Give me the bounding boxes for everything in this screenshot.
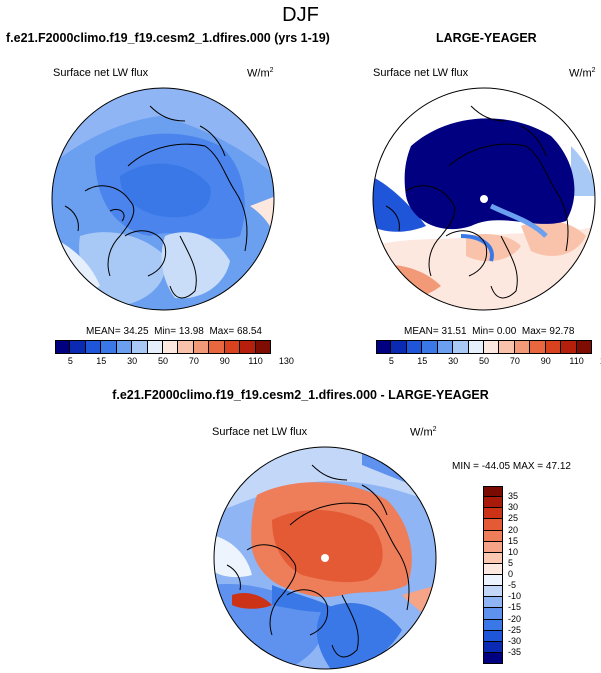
- panel-2-stats: MEAN= 31.51 Min= 0.00 Max= 92.78: [404, 326, 575, 337]
- colorbar-tick-label: 30: [127, 356, 138, 366]
- colorbar-tick-label: -25: [508, 624, 522, 635]
- colorbar-swatch: [193, 340, 210, 354]
- panel-3-map: [213, 446, 437, 670]
- colorbar-swatch: [483, 530, 503, 542]
- colorbar-tick-label: 5: [67, 356, 73, 366]
- colorbar-tick-label: 5: [388, 356, 394, 366]
- colorbar-swatch: [499, 340, 515, 354]
- colorbar-tick-label: 130: [592, 356, 601, 366]
- colorbar-tick-label: 15: [96, 356, 107, 366]
- panel-1-stats: MEAN= 34.25 Min= 13.98 Max= 68.54: [86, 326, 262, 337]
- colorbar-swatch: [483, 486, 503, 498]
- colorbar-tick-label: 30: [448, 356, 459, 366]
- colorbar-tick-label: 70: [509, 356, 520, 366]
- colorbar-tick-label: 110: [569, 356, 584, 366]
- colorbar-swatch: [406, 340, 423, 354]
- colorbar-swatch: [483, 519, 503, 531]
- panel-2-title: LARGE-YEAGER: [436, 31, 537, 45]
- colorbar-swatch: [240, 340, 256, 354]
- colorbar-swatch: [224, 340, 241, 354]
- colorbar-tick-label: 90: [540, 356, 551, 366]
- colorbar-tick-label: -10: [508, 591, 522, 602]
- panel-1-units: W/m2: [247, 67, 274, 80]
- colorbar-swatch: [483, 619, 503, 631]
- panel-3-title: f.e21.F2000climo.f19_f19.cesm2_1.dfires.…: [112, 388, 489, 402]
- colorbar-swatch: [545, 340, 562, 354]
- colorbar-tick-label: 110: [248, 356, 263, 366]
- colorbar-tick-label: 10: [508, 546, 519, 557]
- panel-1-title: f.e21.F2000climo.f19_f19.cesm2_1.dfires.…: [6, 31, 330, 45]
- panel-1-variable: Surface net LW flux: [53, 67, 149, 79]
- colorbar-tick-label: -30: [508, 635, 522, 646]
- colorbar-tick-label: 90: [219, 356, 230, 366]
- colorbar-swatch: [561, 340, 577, 354]
- panel-1-colorbar-ticks: 5 15 30 50 70 90 110 130: [55, 356, 294, 368]
- colorbar-swatch: [85, 340, 102, 354]
- colorbar-swatch: [484, 340, 500, 354]
- colorbar-swatch: [483, 497, 503, 509]
- colorbar-tick-label: 0: [508, 569, 514, 579]
- colorbar-swatch: [576, 340, 592, 354]
- colorbar-swatch: [483, 652, 503, 664]
- colorbar-tick-label: -15: [508, 602, 522, 613]
- colorbar-tick-label: 25: [508, 513, 519, 524]
- colorbar-tick-label: 130: [278, 356, 294, 366]
- panel-2-variable: Surface net LW flux: [373, 67, 469, 79]
- colorbar-swatch: [422, 340, 438, 354]
- colorbar-tick-label: 50: [478, 356, 489, 366]
- colorbar-swatch: [437, 340, 454, 354]
- colorbar-swatch: [483, 641, 503, 653]
- panel-3-minmax: MIN = -44.05 MAX = 47.12: [452, 461, 571, 472]
- panel-1-map: [51, 87, 275, 311]
- colorbar-swatch: [483, 597, 503, 609]
- colorbar-swatch: [376, 340, 392, 354]
- colorbar-swatch: [468, 340, 484, 354]
- colorbar-swatch: [483, 541, 503, 553]
- colorbar-swatch: [483, 508, 503, 520]
- colorbar-swatch: [55, 340, 71, 354]
- panel-3-colorbar: [483, 486, 503, 664]
- colorbar-swatch: [453, 340, 469, 354]
- colorbar-swatch: [391, 340, 407, 354]
- colorbar-swatch: [530, 340, 546, 354]
- colorbar-swatch: [483, 630, 503, 642]
- colorbar-swatch: [178, 340, 194, 354]
- colorbar-swatch: [483, 552, 503, 564]
- colorbar-swatch: [483, 608, 503, 620]
- panel-2-colorbar-ticks: 5 15 30 50 70 90 110 130: [376, 356, 601, 368]
- colorbar-tick-label: 5: [508, 557, 514, 568]
- colorbar-swatch: [209, 340, 225, 354]
- colorbar-tick-label: 70: [188, 356, 199, 366]
- colorbar-tick-label: -5: [508, 580, 517, 591]
- colorbar-tick-label: 50: [157, 356, 168, 366]
- colorbar-tick-label: -35: [508, 646, 522, 657]
- colorbar-tick-label: 15: [417, 356, 428, 366]
- panel-2-map: [372, 87, 596, 311]
- colorbar-swatch: [132, 340, 148, 354]
- colorbar-tick-label: 35: [508, 491, 519, 502]
- panel-3-colorbar-ticks: 35 30 25 20 15 10 5 0 -5 -10 -15 -20 -25 -30 -35: [508, 486, 538, 664]
- panel-3-units: W/m2: [410, 426, 437, 439]
- colorbar-swatch: [101, 340, 117, 354]
- colorbar-swatch: [483, 586, 503, 598]
- panel-2-colorbar: [376, 340, 592, 354]
- colorbar-swatch: [255, 340, 271, 354]
- colorbar-swatch: [483, 575, 503, 587]
- page-title: DJF: [282, 4, 319, 26]
- colorbar-swatch: [70, 340, 86, 354]
- colorbar-tick-label: 15: [508, 535, 519, 546]
- colorbar-swatch: [483, 563, 503, 575]
- colorbar-swatch: [116, 340, 133, 354]
- colorbar-swatch: [163, 340, 179, 354]
- panel-2-units: W/m2: [569, 67, 596, 80]
- panel-3-variable: Surface net LW flux: [212, 426, 308, 438]
- colorbar-swatch: [514, 340, 531, 354]
- panel-1-colorbar: [55, 340, 271, 354]
- colorbar-swatch: [147, 340, 163, 354]
- colorbar-tick-label: -20: [508, 613, 522, 624]
- colorbar-tick-label: 30: [508, 502, 519, 513]
- colorbar-tick-label: 20: [508, 524, 519, 535]
